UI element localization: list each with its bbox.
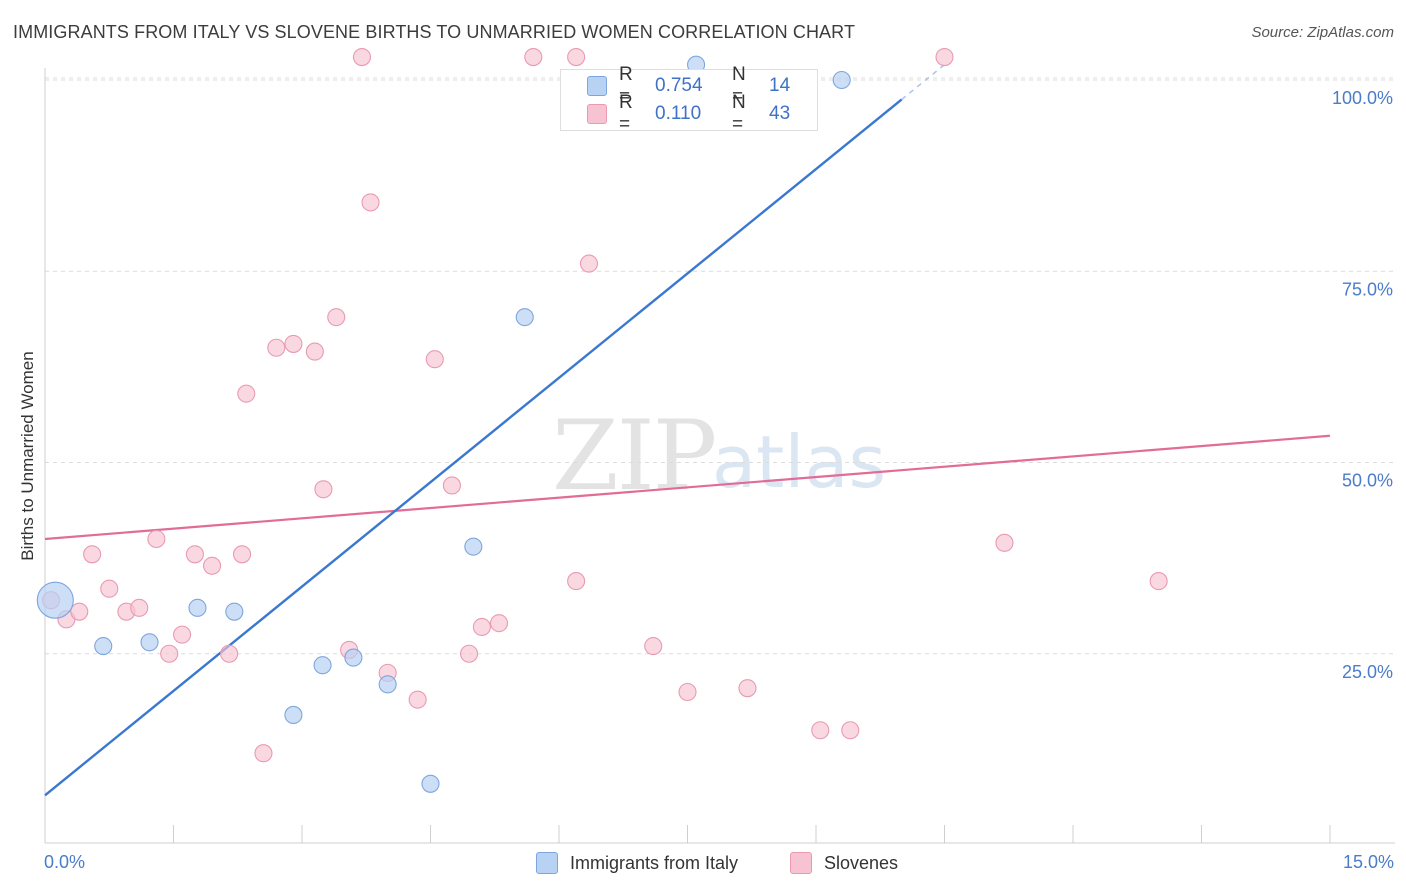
y-tick-labels: 25.0% 50.0% 75.0% 100.0% [1332,88,1393,682]
y-tick-label: 50.0% [1342,471,1393,491]
point-italy [140,633,159,652]
point-slovenes [130,598,149,617]
point-italy [313,656,332,675]
point-slovenes [147,529,166,549]
point-slovenes [237,384,256,403]
point-slovenes [100,579,119,598]
point-slovenes [327,308,346,327]
point-slovenes [220,644,239,663]
point-italy [421,774,440,793]
point-slovenes [408,690,427,709]
trend-lines [44,64,1331,797]
point-slovenes [738,679,757,698]
point-slovenes [472,617,491,637]
point-slovenes [489,614,509,633]
legend-swatch-italy [587,76,607,96]
point-slovenes [425,350,444,369]
legend-n-label: N = [732,64,746,107]
point-slovenes [567,47,586,67]
point-slovenes [361,193,380,212]
point-slovenes [352,47,372,67]
point-slovenes [1149,572,1168,591]
point-slovenes [811,721,830,740]
legend-label-italy: Immigrants from Italy [570,852,739,873]
point-slovenes [314,480,333,499]
y-tick-label: 75.0% [1342,279,1393,299]
point-slovenes [442,476,461,495]
legend-n-value: 43 [769,103,791,124]
point-slovenes [644,637,663,656]
point-italy [94,637,113,656]
point-slovenes [935,47,954,67]
point-slovenes [579,254,599,273]
point-italy [515,308,534,327]
point-slovenes [254,744,273,763]
point-italy [464,537,483,556]
point-slovenes [173,625,192,644]
point-slovenes [83,545,102,564]
point-italy [832,70,851,90]
legend-n-value: 14 [769,75,791,96]
point-slovenes [70,602,89,621]
source-label: Source: ZipAtlas.com [1251,24,1394,41]
data-points [36,47,1168,793]
point-slovenes [305,342,324,361]
point-italy [225,602,244,621]
trend-line-italy-extension [901,64,945,101]
grid-lines [45,77,1395,655]
point-slovenes [841,721,860,740]
legend-r-label: R = [619,92,633,135]
point-italy [284,705,303,725]
point-slovenes [678,682,697,702]
legend-item-italy[interactable]: Immigrants from Italy [536,852,738,874]
legend-n-label: N = [732,92,746,135]
point-italy [378,675,397,694]
point-slovenes [284,334,303,353]
stats-legend: R = 0.754 N = 14 R = 0.110 N = 43 [560,64,818,135]
y-axis-label: Births to Unmarried Women [18,351,37,561]
point-slovenes [524,47,543,67]
point-slovenes [203,556,222,575]
legend-label-slovenes: Slovenes [824,852,899,873]
point-italy [344,648,363,667]
legend-swatch-slovenes [587,104,607,124]
point-italy [36,581,74,619]
point-slovenes [459,644,479,663]
point-slovenes [995,533,1014,552]
y-tick-label: 25.0% [1342,662,1393,682]
axes [44,68,1395,844]
legend-swatch-italy [536,852,558,874]
x-tick-max: 15.0% [1342,852,1394,872]
point-slovenes [185,545,204,564]
trend-line-italy [44,98,903,797]
point-slovenes [232,545,252,564]
legend-r-value: 0.754 [655,75,703,96]
chart-title: IMMIGRANTS FROM ITALY VS SLOVENE BIRTHS … [13,22,856,42]
y-tick-label: 100.0% [1332,88,1393,108]
legend-swatch-slovenes [790,852,812,874]
point-slovenes [160,644,179,663]
point-slovenes [267,338,286,357]
point-slovenes [567,572,586,591]
trend-line-slovenes [44,434,1331,541]
legend-r-value: 0.110 [655,103,702,124]
x-tick-min: 0.0% [44,852,86,872]
point-italy [188,598,207,617]
legend-item-slovenes[interactable]: Slovenes [790,852,898,874]
watermark-zip: ZIP [552,400,717,512]
legend-r-label: R = [619,64,633,107]
